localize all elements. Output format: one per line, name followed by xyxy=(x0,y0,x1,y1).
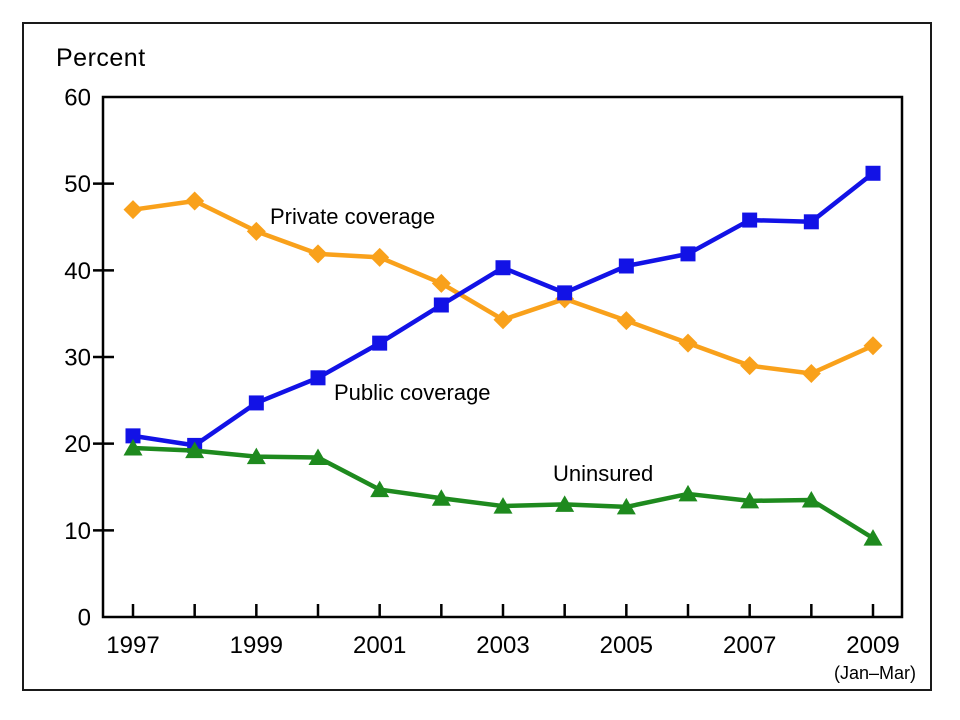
y-tick-label: 20 xyxy=(64,431,91,458)
series-marker-private-coverage xyxy=(185,191,205,211)
series-line-uninsured xyxy=(130,445,876,541)
x-tick-label: 2005 xyxy=(600,632,653,659)
series-marker-uninsured xyxy=(616,497,636,515)
x-axis-period-note: (Jan–Mar) xyxy=(834,663,916,683)
series-marker-uninsured xyxy=(123,439,143,456)
series-marker-uninsured xyxy=(555,495,575,512)
chart-border xyxy=(22,22,932,691)
x-tick-label: 2009 xyxy=(846,632,899,659)
series-marker-public-coverage xyxy=(803,214,819,230)
series-marker-uninsured xyxy=(740,491,760,509)
x-tick-label: 2003 xyxy=(476,632,529,659)
y-axis-title: Percent xyxy=(56,44,146,72)
x-tick-label: 2001 xyxy=(353,632,406,659)
series-marker-uninsured xyxy=(246,447,266,465)
series-marker-public-coverage xyxy=(495,260,511,276)
series-marker-public-coverage xyxy=(557,285,573,301)
series-marker-private-coverage xyxy=(616,311,636,331)
series-marker-uninsured xyxy=(308,448,328,466)
series-marker-private-coverage xyxy=(740,356,760,376)
x-tick-label: 1999 xyxy=(230,632,283,659)
series-marker-uninsured xyxy=(370,480,390,498)
series-marker-private-coverage xyxy=(246,221,266,241)
series-marker-public-coverage xyxy=(310,370,326,386)
series-marker-public-coverage xyxy=(742,212,758,228)
series-line-public-coverage xyxy=(130,171,876,448)
y-tick-label: 0 xyxy=(78,605,91,632)
series-marker-public-coverage xyxy=(248,395,264,411)
series-label-uninsured: Uninsured xyxy=(553,461,653,486)
series-marker-public-coverage xyxy=(125,428,141,444)
series-marker-uninsured xyxy=(185,441,205,459)
series-marker-uninsured xyxy=(431,489,451,506)
series-line-private-coverage xyxy=(130,198,876,376)
series-marker-public-coverage xyxy=(618,258,634,274)
series-marker-private-coverage xyxy=(123,200,143,220)
series-marker-uninsured xyxy=(493,497,513,514)
series-marker-public-coverage xyxy=(865,165,881,181)
series-marker-private-coverage xyxy=(431,273,451,293)
plot-frame xyxy=(101,95,904,619)
y-tick-label: 30 xyxy=(64,345,91,372)
series-marker-public-coverage xyxy=(372,335,388,351)
y-tick-label: 40 xyxy=(64,258,91,285)
series-marker-uninsured xyxy=(678,484,698,502)
series-label-public-coverage: Public coverage xyxy=(334,380,491,405)
x-tick-label: 2007 xyxy=(723,632,776,659)
series-label-private-coverage: Private coverage xyxy=(270,204,435,229)
x-tick-label: 1997 xyxy=(106,632,159,659)
series-marker-private-coverage xyxy=(370,247,390,267)
series-marker-private-coverage xyxy=(493,310,513,330)
series-marker-private-coverage xyxy=(863,336,883,356)
series-marker-uninsured xyxy=(801,491,821,508)
series-marker-uninsured xyxy=(863,529,883,546)
series-marker-private-coverage xyxy=(678,333,698,353)
series-marker-public-coverage xyxy=(680,246,696,262)
series-marker-public-coverage xyxy=(433,297,449,313)
y-tick-label: 10 xyxy=(64,518,91,545)
series-marker-private-coverage xyxy=(308,244,328,264)
y-tick-label: 60 xyxy=(64,85,91,112)
y-tick-label: 50 xyxy=(64,171,91,198)
series-marker-private-coverage xyxy=(801,363,821,383)
